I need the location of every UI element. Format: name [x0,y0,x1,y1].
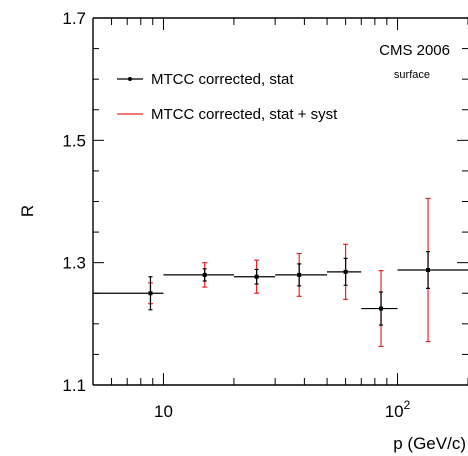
legend: MTCC corrected, stat MTCC corrected, sta… [117,71,338,123]
axis-ticks-group [92,17,468,386]
data-point [202,272,207,277]
y-axis-label: R [18,205,37,217]
x-tick-label-exponent: 2 [404,398,411,412]
legend-stat-label: MTCC corrected, stat [151,71,294,88]
y-tick-label: 1.7 [62,9,86,28]
data-point [426,268,431,273]
y-tick-label: 1.1 [62,376,86,395]
y-tick-label: 1.3 [62,254,86,273]
data-point [148,291,153,296]
legend-syst-label: MTCC corrected, stat + syst [151,106,338,123]
stat-error-bars-group [93,251,468,326]
annotation-surface: surface [394,69,430,81]
x-tick-label: 102 [385,398,411,421]
x-tick-label-base: 10 [385,402,404,421]
syst-error-bars-group [147,197,431,348]
x-tick-label-base: 10 [154,402,173,421]
legend-stat-marker [128,77,132,81]
data-point [343,269,348,274]
data-points-group [148,268,431,311]
data-point [379,306,384,311]
annotation-cms-2006: CMS 2006 [379,42,450,59]
data-point [297,272,302,277]
data-point [254,274,259,279]
y-tick-label: 1.5 [62,131,86,150]
x-axis-label: p (GeV/c) [393,434,466,453]
tick-labels-group: 1.11.31.51.710 102 [62,9,410,421]
x-tick-label: 10 [154,402,173,421]
